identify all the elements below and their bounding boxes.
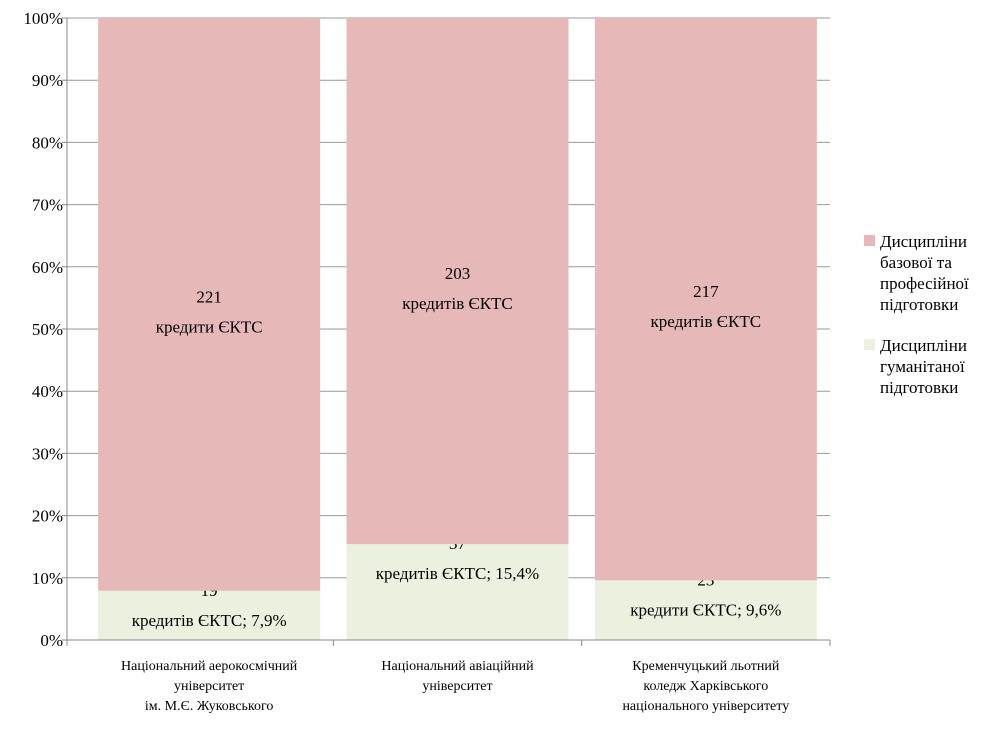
legend-label-line: професійної bbox=[880, 274, 969, 293]
bar-segment bbox=[98, 590, 321, 640]
legend-swatch bbox=[864, 235, 875, 246]
y-tick-label: 50% bbox=[32, 320, 63, 339]
x-tick-label-line: Національний авіаційний bbox=[381, 659, 534, 674]
x-tick-label-line: Національний аерокосмічний bbox=[121, 659, 298, 674]
y-tick-label: 70% bbox=[32, 196, 63, 215]
legend-label-line: Дисципліни bbox=[880, 336, 967, 355]
x-tick-label: Національний авіаційний університет bbox=[381, 659, 534, 694]
x-tick-label-line: Кременчуцький льотний bbox=[632, 659, 780, 674]
bar-segment bbox=[346, 544, 569, 640]
data-label: 203 кредитів ЄКТС bbox=[402, 264, 513, 313]
legend-label: Дисципліни гуманітаної підготовки bbox=[880, 336, 967, 397]
y-tick-label: 100% bbox=[23, 9, 63, 28]
x-tick-label-line: університет bbox=[174, 679, 244, 694]
data-label: 221 кредити ЄКТС bbox=[156, 287, 263, 336]
data-label-line: кредитів ЄКТС; 7,9% bbox=[132, 611, 287, 630]
data-label-line: кредити ЄКТС bbox=[156, 317, 263, 336]
bar-segment bbox=[98, 18, 321, 591]
y-tick-label: 10% bbox=[32, 569, 63, 588]
y-tick-label: 40% bbox=[32, 382, 63, 401]
legend-label-line: підготовки bbox=[880, 378, 958, 397]
legend-label-line: підготовки bbox=[880, 295, 958, 314]
legend-swatch bbox=[864, 339, 875, 350]
legend-label-line: базової та bbox=[880, 253, 952, 272]
data-label-line: 217 bbox=[693, 282, 719, 301]
x-tick-label-line: ім. М.Є. Жуковського bbox=[145, 699, 274, 714]
data-label-line: кредитів ЄКТС bbox=[651, 312, 762, 331]
bar-segment bbox=[346, 18, 569, 545]
bar-segment bbox=[594, 18, 817, 581]
x-tick-label-line: університет bbox=[422, 679, 492, 694]
data-label-line: 221 bbox=[196, 287, 222, 306]
y-tick-label: 90% bbox=[32, 71, 63, 90]
legend-label-line: гуманітаної bbox=[880, 357, 965, 376]
legend-label: Дисципліни базової та професійної підготовк… bbox=[880, 232, 969, 314]
y-tick-label: 0% bbox=[40, 631, 63, 650]
y-tick-label: 20% bbox=[32, 507, 63, 526]
x-tick-label: Національний аерокосмічний університет ім.… bbox=[121, 659, 298, 714]
data-label-line: 203 bbox=[445, 264, 471, 283]
bar-segment bbox=[594, 580, 817, 640]
x-tick-label-line: коледж Харківського bbox=[643, 679, 768, 694]
y-tick-label: 60% bbox=[32, 258, 63, 277]
data-label-line: кредити ЄКТС; 9,6% bbox=[630, 600, 781, 619]
y-tick-label: 80% bbox=[32, 133, 63, 152]
legend-label-line: Дисципліни bbox=[880, 232, 967, 251]
y-tick-label: 30% bbox=[32, 444, 63, 463]
data-label-line: кредитів ЄКТС; 15,4% bbox=[376, 564, 539, 583]
data-label-line: кредитів ЄКТС bbox=[402, 294, 513, 313]
x-tick-label-line: національного університету bbox=[622, 699, 789, 714]
x-tick-label: Кременчуцький льотний коледж Харківського… bbox=[622, 659, 789, 714]
data-label: 217 кредитів ЄКТС bbox=[651, 282, 762, 331]
